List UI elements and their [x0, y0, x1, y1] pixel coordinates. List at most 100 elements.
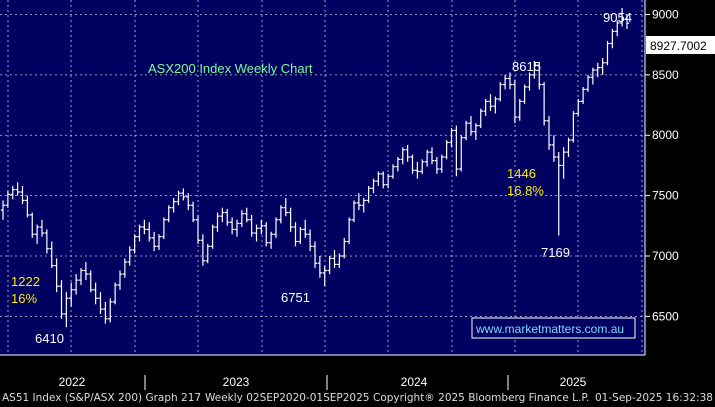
ohlc-bar — [337, 253, 342, 269]
ohlc-bar — [112, 282, 118, 305]
x-tick-label: 2022 — [59, 375, 86, 389]
x-tick-label: 2023 — [223, 375, 250, 389]
ohlc-bar — [225, 208, 230, 226]
y-axis-panel — [645, 0, 715, 355]
ohlc-bar — [49, 241, 54, 269]
ohlc-bar — [244, 207, 249, 223]
ohlc-bar — [166, 205, 171, 223]
ohlc-bar — [551, 135, 557, 162]
ohlc-bar — [424, 149, 430, 167]
ohlc-bar — [137, 224, 142, 242]
low-label-6751: 6751 — [281, 290, 310, 305]
ohlc-bar — [0, 200, 6, 220]
ohlc-bar — [561, 147, 566, 179]
last-price-tag: 8927.7002 — [646, 36, 715, 54]
y-axis: 6500 7000 7500 8000 8500 9000 — [644, 0, 679, 355]
ohlc-bar — [429, 147, 435, 165]
ohlc-bar — [444, 140, 449, 160]
ohlc-bar — [54, 258, 59, 293]
ohlc-bar — [381, 171, 386, 189]
ohlc-bar — [473, 123, 479, 141]
ohlc-bar — [151, 231, 157, 252]
ohlc-bar — [415, 161, 420, 179]
x-tick-label: 2025 — [560, 375, 587, 389]
ohlc-bar — [610, 28, 615, 49]
ohlc-bar — [161, 217, 167, 240]
ohlc-bar — [366, 185, 371, 203]
ohlc-bar — [210, 224, 215, 249]
ohlc-bar — [215, 212, 220, 232]
ohlc-bar — [619, 7, 625, 27]
ohlc-bar — [371, 178, 376, 194]
ohlc-bar — [546, 115, 552, 150]
ohlc-bar — [342, 237, 347, 259]
ohlc-bar — [142, 219, 147, 235]
ohlc-bar — [147, 222, 152, 242]
x-axis: 2022 2023 2024 2025 — [0, 354, 645, 390]
ohlc-bar — [93, 282, 98, 305]
watermark-box: www.marketmatters.com.au — [471, 317, 636, 339]
footer-bar: AS51 Index (S&P/ASX 200) Graph 217 Weekl… — [0, 390, 715, 407]
high-label-8615: 8615 — [512, 59, 541, 74]
ohlc-bar — [483, 99, 488, 116]
ohlc-bar — [190, 201, 196, 223]
plot-background — [0, 0, 645, 355]
ohlc-bar — [385, 173, 391, 189]
ohlc-bar — [88, 270, 93, 293]
ohlc-bar — [186, 193, 191, 211]
high-label-9054: 9054 — [603, 10, 632, 25]
ohlc-bar — [400, 147, 405, 165]
ohlc-bar — [195, 214, 201, 244]
move-percent-label-2: 16.8% — [507, 183, 544, 198]
ohlc-bar — [200, 234, 206, 266]
y-tick-label: 7000 — [652, 249, 679, 263]
ohlc-bar — [303, 219, 308, 238]
ohlc-bar — [283, 198, 288, 217]
ohlc-bar — [493, 96, 498, 114]
footer-copyright: Copyright® 2025 Bloomberg Finance L.P. — [373, 392, 590, 404]
ohlc-bar — [434, 156, 440, 174]
ohlc-bar — [420, 159, 425, 174]
ohlc-bar — [502, 74, 508, 90]
y-tick-label: 9000 — [652, 7, 679, 21]
ohlc-bar — [30, 212, 35, 238]
ohlc-bar — [405, 144, 410, 162]
ohlc-bar — [585, 74, 591, 92]
ohlc-bar — [10, 185, 15, 200]
ohlc-bar — [264, 222, 269, 247]
move-points-label-1: 1222 — [11, 274, 40, 289]
ohlc-bar — [478, 108, 483, 128]
ohlc-bar — [605, 41, 610, 66]
ohlc-bar — [566, 137, 571, 157]
y-tick-label: 8000 — [652, 128, 679, 142]
ohlc-bar — [322, 265, 327, 287]
ohlc-bar — [254, 224, 259, 242]
ohlc-bar — [156, 234, 162, 250]
ohlc-bar — [78, 268, 84, 285]
ohlc-bar — [5, 190, 11, 208]
ohlc-bar — [293, 222, 298, 247]
ohlc-bar — [127, 246, 132, 266]
ohlc-bar — [15, 182, 20, 196]
footer-period: Weekly 02SEP2020-01SEP2025 — [205, 392, 370, 404]
ohlc-bar — [239, 210, 245, 228]
ohlc-bar — [259, 219, 264, 235]
ohlc-bar — [512, 79, 518, 124]
ohlc-bar — [624, 14, 630, 29]
low-label-7169: 7169 — [541, 245, 570, 260]
ohlc-bar — [395, 156, 401, 172]
ohlc-bar — [181, 188, 186, 201]
ohlc-bar — [541, 82, 547, 126]
ohlc-bar — [20, 185, 25, 205]
ohlc-bar — [346, 217, 352, 244]
ohlc-bar — [361, 198, 366, 213]
ohlc-bar — [312, 241, 318, 269]
watermark-text: www.marketmatters.com.au — [475, 322, 624, 336]
ohlc-bar — [532, 60, 537, 79]
ohlc-bar — [25, 195, 30, 218]
footer-timestamp: 01-Sep-2025 16:32:38 — [595, 392, 713, 404]
x-tick-label: 2024 — [401, 375, 428, 389]
ohlc-bar — [268, 231, 274, 249]
ohlc-bar — [517, 99, 522, 121]
ohlc-bar — [576, 99, 581, 116]
